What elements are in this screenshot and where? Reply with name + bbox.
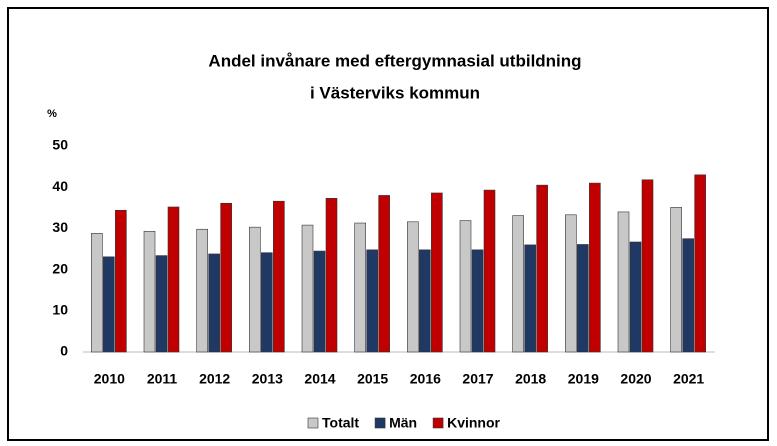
chart-subtitle: i Västerviks kommun — [310, 83, 480, 102]
bar — [471, 249, 484, 353]
bar — [565, 214, 577, 353]
bar — [167, 206, 180, 353]
bar — [431, 192, 443, 353]
bar — [313, 250, 326, 353]
y-tick-label: 30 — [52, 219, 68, 235]
y-axis-label: % — [47, 108, 57, 120]
y-tick-label: 40 — [52, 178, 68, 194]
bar — [325, 198, 338, 353]
bar — [208, 253, 220, 353]
x-tick-label: 2013 — [252, 371, 283, 387]
y-tick-label: 10 — [52, 302, 68, 318]
legend-label: Män — [389, 415, 417, 431]
bar — [419, 249, 431, 353]
legend-swatch — [432, 417, 444, 429]
chart-title: Andel invånare med eftergymnasial utbild… — [208, 51, 581, 70]
y-tick-label: 0 — [60, 343, 68, 359]
x-tick-label: 2017 — [462, 371, 493, 387]
x-tick-label: 2010 — [94, 371, 125, 387]
legend-label: Kvinnor — [447, 415, 500, 431]
bar — [91, 233, 103, 353]
legend-swatch — [307, 417, 319, 429]
x-tick-label: 2015 — [357, 371, 388, 387]
bar — [536, 184, 548, 353]
x-tick-label: 2018 — [515, 371, 546, 387]
x-tick-label: 2019 — [568, 371, 599, 387]
bar — [261, 252, 273, 353]
bar — [577, 244, 589, 353]
bar — [629, 241, 642, 353]
y-tick-label: 20 — [52, 260, 68, 276]
bar — [512, 215, 524, 353]
legend-swatch — [374, 417, 386, 429]
bar — [273, 200, 285, 353]
bar — [617, 211, 630, 353]
bar — [155, 255, 168, 353]
bar — [378, 195, 390, 353]
bar — [115, 209, 127, 353]
bar — [196, 228, 208, 353]
y-tick-label: 50 — [52, 137, 68, 153]
x-tick-label: 2020 — [620, 371, 651, 387]
bar — [670, 207, 682, 353]
bar — [459, 220, 472, 353]
bar — [524, 244, 536, 353]
x-tick-label: 2011 — [147, 371, 178, 387]
x-tick-label: 2014 — [304, 371, 335, 387]
bar — [301, 224, 314, 353]
legend-label: Totalt — [322, 415, 359, 431]
bar — [366, 249, 378, 353]
bar — [589, 182, 601, 353]
bar — [694, 174, 706, 353]
bar — [103, 256, 115, 353]
x-tick-label: 2021 — [673, 371, 704, 387]
bar — [641, 179, 654, 353]
bar — [682, 238, 694, 353]
bar — [143, 230, 156, 353]
bar — [483, 189, 496, 353]
x-tick-label: 2016 — [410, 371, 441, 387]
x-tick-label: 2012 — [199, 371, 230, 387]
bar — [220, 202, 232, 353]
bar — [249, 226, 261, 353]
bar — [354, 222, 366, 353]
bar — [407, 221, 419, 353]
